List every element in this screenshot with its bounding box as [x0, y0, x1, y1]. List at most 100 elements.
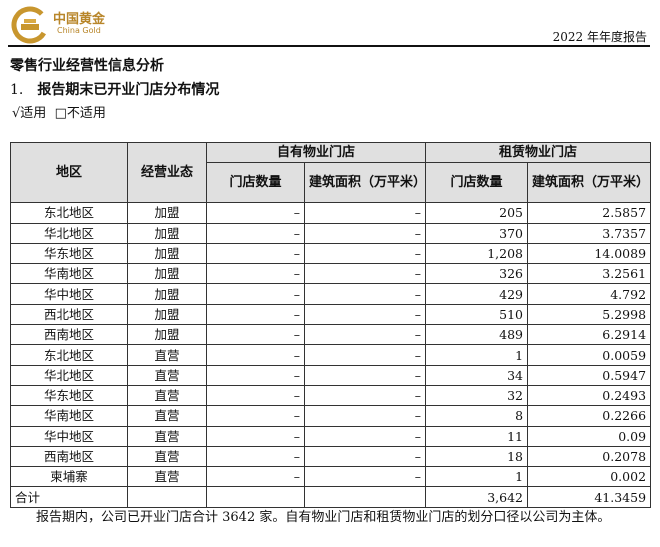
cell-leased-area: 6.2914: [527, 324, 652, 346]
cell-leased-area: 3.2561: [527, 263, 652, 285]
logo-text-en: China Gold: [57, 26, 101, 35]
cell-region: 西北地区: [10, 303, 128, 326]
table-row: 华北地区 加盟 – –370 3.7357: [10, 222, 652, 244]
cell-region: 华南地区: [10, 405, 128, 427]
cell-region: 华南地区: [10, 263, 128, 285]
cell-region: 华北地区: [10, 222, 128, 244]
cell-leased-area: 14.0089: [527, 242, 652, 265]
cell-owned-count: –: [206, 466, 305, 488]
cell-region: 西南地区: [10, 445, 128, 468]
cell-owned-area: –: [303, 263, 427, 285]
cell-leased-count: 8: [425, 405, 529, 427]
cell-leased-area: 5.2998: [527, 303, 652, 326]
cell-leased-count: 205: [425, 202, 529, 224]
cell-owned-count: –: [206, 344, 305, 366]
table-row: 东北地区 直营 – –1 0.0059: [10, 344, 652, 366]
cell-owned-count: –: [206, 263, 305, 285]
cell-format: 加盟: [127, 202, 207, 224]
table-row: 华中地区 加盟 – –429 4.792: [10, 283, 652, 305]
cell-owned-area: –: [303, 283, 427, 305]
cell-format: 加盟: [127, 324, 207, 346]
cell-leased-area: 0.2493: [527, 384, 652, 407]
cell-leased-count: 34: [425, 364, 529, 386]
cell-format: 直营: [127, 384, 207, 407]
cell-owned-area: –: [303, 466, 427, 488]
report-title: 2022 年年度报告: [552, 30, 647, 44]
cell-region: 华中地区: [10, 283, 128, 305]
subsection-number: 1.: [10, 82, 24, 98]
total-row: 合计 3,642 41.3459: [10, 486, 652, 508]
cell-owned-count: –: [206, 425, 305, 447]
cell-owned-count: –: [206, 242, 305, 265]
cell-leased-area: 0.0059: [527, 344, 652, 366]
applicability: √适用 □不适用: [12, 102, 106, 121]
cell-region: 西南地区: [10, 324, 128, 346]
cell-owned-area: –: [303, 384, 427, 407]
table-row: 华南地区 直营 – –8 0.2266: [10, 405, 652, 427]
cell-owned-area: –: [303, 303, 427, 326]
china-gold-logo-icon: [11, 6, 49, 44]
cell-format: 直营: [127, 445, 207, 468]
cell-leased-count: 32: [425, 384, 529, 407]
cell-format: 直营: [127, 466, 207, 488]
cell-leased-area: 0.2078: [527, 445, 652, 468]
subsection-text: 报告期末已开业门店分布情况: [37, 82, 220, 98]
cell-owned-count: –: [206, 303, 305, 326]
cell-format: 直营: [127, 405, 207, 427]
section-title: 零售行业经营性信息分析: [10, 58, 164, 74]
table-row: 华南地区 加盟 – –326 3.2561: [10, 263, 652, 285]
cell-owned-area: –: [303, 222, 427, 244]
cell-leased-count: 11: [425, 425, 529, 447]
header-leased-count: 门店数量: [425, 162, 529, 204]
cell-owned-count: –: [206, 405, 305, 427]
cell-owned-count: –: [206, 202, 305, 224]
total-area: 41.3459: [527, 486, 652, 508]
total-label: 合计: [10, 486, 128, 508]
not-applicable-unchecked: □不适用: [54, 106, 106, 121]
table-row: 华东地区 直营 – –32 0.2493: [10, 384, 652, 407]
cell-format: 直营: [127, 344, 207, 366]
cell-region: 东北地区: [10, 344, 128, 366]
cell-leased-area: 0.5947: [527, 364, 652, 386]
cell-format: 加盟: [127, 222, 207, 244]
cell-region: 华东地区: [10, 384, 128, 407]
table-row: 西北地区 加盟 – –510 5.2998: [10, 303, 652, 326]
cell-leased-count: 326: [425, 263, 529, 285]
cell-owned-area: –: [303, 445, 427, 468]
header-owned: 自有物业门店: [205, 141, 427, 164]
header-region: 地区: [10, 141, 128, 204]
cell-leased-area: 4.792: [527, 283, 652, 305]
cell-owned-area: –: [303, 405, 427, 427]
applicable-checked: √适用: [12, 106, 47, 121]
table-row: 西南地区 加盟 – –489 6.2914: [10, 324, 652, 346]
cell-leased-count: 429: [425, 283, 529, 305]
cell-region: 柬埔寨: [10, 466, 128, 488]
header-format: 经营业态: [127, 141, 207, 204]
cell-owned-count: –: [206, 324, 305, 346]
table-row: 华东地区 加盟 – –1,208 14.0089: [10, 242, 652, 265]
cell-leased-area: 0.09: [527, 425, 652, 447]
cell-owned-count: –: [206, 283, 305, 305]
header-owned-count: 门店数量: [206, 162, 305, 204]
cell-format: 直营: [127, 425, 207, 447]
cell-leased-count: 1: [425, 344, 529, 366]
header-divider: [8, 45, 650, 47]
table-row: 西南地区 直营 – –18 0.2078: [10, 445, 652, 468]
cell-owned-area: –: [303, 425, 427, 447]
header-owned-area: 建筑面积（万平米）: [303, 162, 427, 204]
cell-owned-count: –: [206, 364, 305, 386]
cell-region: 华中地区: [10, 425, 128, 447]
cell-format: 加盟: [127, 263, 207, 285]
cell-leased-area: 0.002: [527, 466, 652, 488]
cell-owned-area: –: [303, 242, 427, 265]
cell-owned-count: –: [206, 445, 305, 468]
cell-leased-count: 370: [425, 222, 529, 244]
cell-leased-count: 1: [425, 466, 529, 488]
header-leased: 租赁物业门店: [425, 141, 652, 164]
table-row: 华中地区 直营 – –11 0.09: [10, 425, 652, 447]
cell-owned-count: –: [206, 384, 305, 407]
cell-owned-area: –: [303, 324, 427, 346]
logo-text-cn: 中国黄金: [53, 12, 106, 27]
total-store-count: 3,642: [425, 486, 529, 508]
table-row: 柬埔寨 直营 – –1 0.002: [10, 466, 652, 488]
